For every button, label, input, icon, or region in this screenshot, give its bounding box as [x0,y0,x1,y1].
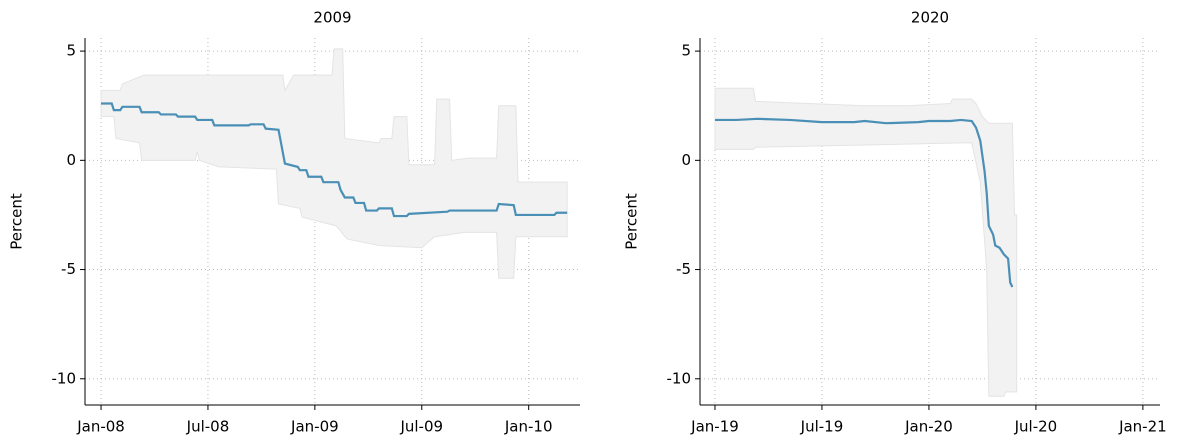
y-tick-label: 0 [66,151,76,169]
panel: 5 0 -5 -10 Jan-08 Jul-08 Jan-09 Jul-09 Jan-10 200… [8,9,580,436]
range-band [714,87,1018,397]
y-tick-label: -10 [667,369,692,387]
line [714,117,1014,288]
y-axis-label: Percent [8,193,26,250]
x-tick-label: Jan-08 [76,418,125,436]
chart-title: 2020 [911,9,949,27]
line [101,102,568,218]
panel: 5 0 -5 -10 Jan-19 Jul-19 Jan-20 Jul-20 Jan-21 202… [623,9,1167,436]
y-tick-label: -5 [61,260,76,278]
chart-title: 2009 [313,9,351,27]
y-tick-label: -10 [52,369,77,387]
y-axis-label: Percent [623,193,641,250]
x-tick-label: Jan-20 [904,418,953,436]
y-tick-label: 5 [681,42,691,60]
y-tick-label: -5 [676,260,691,278]
x-tick-label: Jul-20 [1014,418,1058,436]
x-tick-label: Jan-09 [290,418,339,436]
range-band [100,48,568,279]
x-tick-label: Jul-09 [399,418,443,436]
x-tick-label: Jul-19 [800,418,844,436]
y-tick-label: 0 [681,151,691,169]
x-tick-label: Jan-10 [504,418,553,436]
x-tick-label: Jul-08 [186,418,230,436]
x-tick-label: Jan-21 [1118,418,1167,436]
x-tick-label: Jan-19 [690,418,739,436]
y-tick-label: 5 [66,42,76,60]
